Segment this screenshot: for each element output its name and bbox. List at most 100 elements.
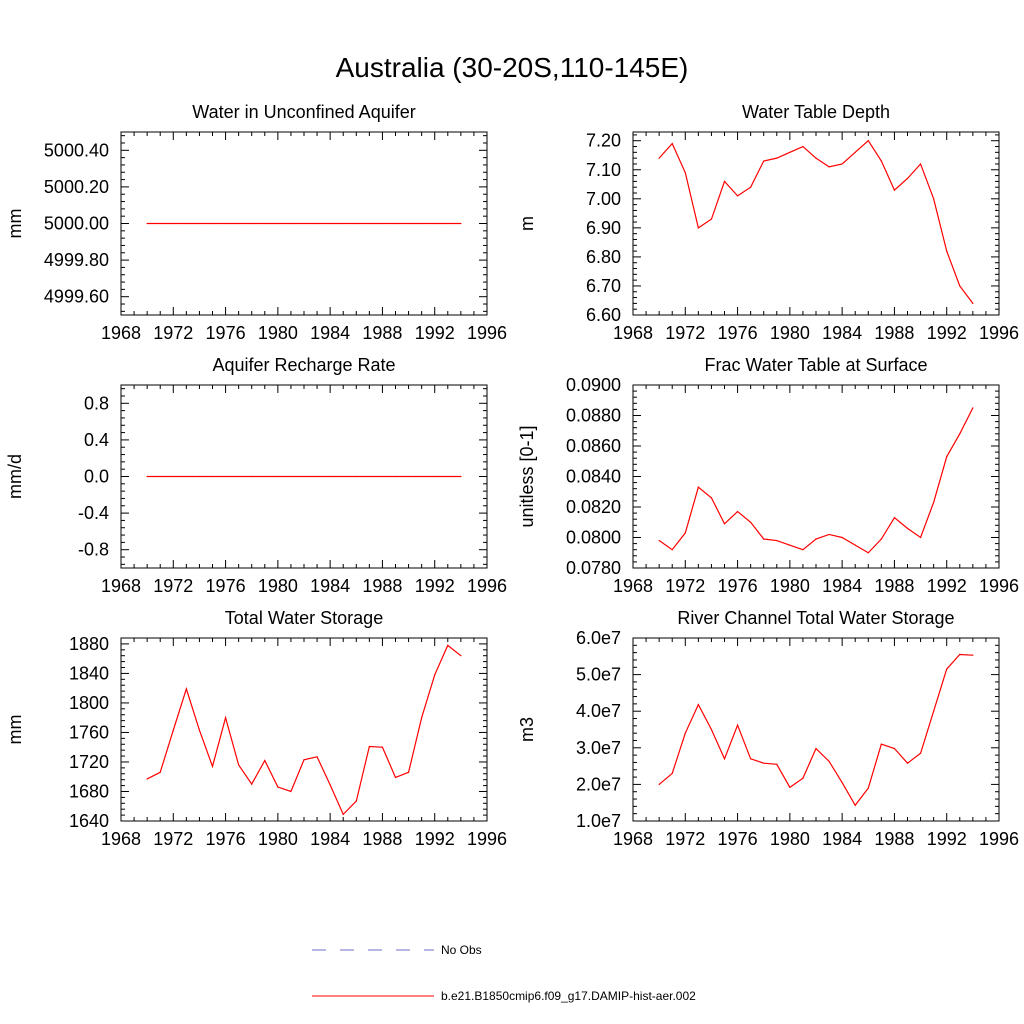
data-point bbox=[723, 180, 726, 182]
data-point bbox=[658, 157, 660, 159]
data-point bbox=[919, 163, 922, 165]
data-point bbox=[146, 222, 148, 225]
data-point bbox=[407, 771, 410, 773]
data-point bbox=[750, 758, 752, 760]
y-tick-label: 4999.80 bbox=[44, 250, 109, 270]
x-tick-label: 1984 bbox=[310, 323, 350, 343]
chart-panel-1: Water Table Depth m 1968 1972 1976 1980 1984 19… bbox=[517, 102, 1019, 343]
data-point bbox=[394, 776, 397, 779]
x-tick-label: 1980 bbox=[258, 829, 298, 849]
data-point bbox=[684, 732, 686, 734]
x-tick-label: 1976 bbox=[206, 323, 246, 343]
data-point bbox=[355, 800, 357, 802]
data-point bbox=[172, 729, 174, 731]
data-point bbox=[789, 544, 791, 546]
data-point bbox=[146, 778, 148, 780]
x-tick-label: 1996 bbox=[467, 829, 507, 849]
y-tick-label: 1800 bbox=[69, 693, 109, 713]
data-point bbox=[854, 544, 856, 546]
data-point bbox=[316, 756, 318, 758]
y-axis-label: unitless [0-1] bbox=[517, 425, 537, 527]
y-tick-label: 7.10 bbox=[586, 160, 621, 180]
data-point bbox=[710, 218, 713, 220]
data-point bbox=[684, 172, 686, 174]
data-point bbox=[802, 549, 804, 551]
data-point bbox=[264, 475, 266, 478]
data-point bbox=[316, 475, 318, 478]
data-point bbox=[198, 729, 201, 731]
y-tick-label: 5.0e7 bbox=[576, 665, 621, 685]
x-tick-label: 1976 bbox=[206, 576, 246, 596]
data-point bbox=[736, 510, 739, 513]
x-tick-label: 1980 bbox=[770, 323, 810, 343]
data-point bbox=[893, 517, 896, 519]
data-point bbox=[828, 760, 830, 762]
y-tick-label: 1840 bbox=[69, 663, 109, 683]
plot-frame bbox=[632, 131, 1000, 316]
x-tick-label: 1984 bbox=[822, 576, 862, 596]
chart-panel-0: Water in Unconfined Aquifer mm 1968 1972 197… bbox=[5, 102, 507, 343]
x-tick-label: 1980 bbox=[770, 829, 810, 849]
y-tick-label: 0.0840 bbox=[566, 467, 621, 487]
data-point bbox=[867, 552, 869, 554]
data-point bbox=[264, 759, 266, 762]
data-point bbox=[959, 653, 961, 656]
y-axis-label: mm/d bbox=[5, 454, 25, 499]
data-point bbox=[447, 644, 449, 646]
data-point bbox=[159, 222, 161, 225]
y-tick-label: 6.80 bbox=[586, 247, 621, 267]
plot-frame bbox=[632, 637, 1000, 822]
data-point bbox=[342, 222, 344, 225]
data-point bbox=[251, 783, 253, 785]
data-point bbox=[303, 759, 305, 761]
y-tick-label: 1880 bbox=[69, 634, 109, 654]
data-point bbox=[658, 539, 660, 542]
x-tick-label: 1992 bbox=[415, 829, 455, 849]
legend-label-no-obs: No Obs bbox=[441, 943, 482, 957]
data-point bbox=[303, 475, 305, 478]
x-tick-label: 1976 bbox=[718, 576, 758, 596]
data-point bbox=[710, 497, 713, 499]
y-axis-label: m bbox=[517, 216, 537, 231]
data-point bbox=[828, 533, 830, 536]
y-tick-label: 3.0e7 bbox=[576, 738, 621, 758]
data-point bbox=[381, 475, 384, 478]
data-point bbox=[277, 475, 279, 478]
data-point bbox=[172, 222, 174, 225]
data-point bbox=[671, 549, 673, 551]
data-point bbox=[368, 475, 370, 478]
x-tick-label: 1972 bbox=[153, 829, 193, 849]
y-tick-label: 0.4 bbox=[84, 430, 109, 450]
data-point bbox=[815, 157, 817, 159]
data-point bbox=[238, 764, 240, 766]
data-point bbox=[407, 222, 410, 225]
data-point bbox=[421, 222, 423, 225]
x-tick-label: 1968 bbox=[613, 576, 653, 596]
x-tick-label: 1992 bbox=[415, 576, 455, 596]
data-point bbox=[736, 195, 739, 197]
x-tick-label: 1968 bbox=[613, 829, 653, 849]
y-tick-label: 1720 bbox=[69, 752, 109, 772]
y-axis-label: mm bbox=[5, 715, 25, 745]
data-point bbox=[802, 145, 804, 148]
data-point bbox=[959, 433, 961, 435]
y-tick-label: 0.0900 bbox=[566, 375, 621, 395]
x-tick-label: 1984 bbox=[822, 323, 862, 343]
chart-panel-4: Total Water Storage mm 1968 1972 1976 1980 198… bbox=[5, 608, 507, 849]
legend: No Obs b.e21.B1850cmip6.f09_g17.DAMIP-hi… bbox=[312, 943, 696, 1003]
data-point bbox=[919, 752, 922, 754]
x-tick-label: 1996 bbox=[979, 323, 1019, 343]
data-point bbox=[802, 777, 804, 779]
data-point bbox=[316, 222, 318, 225]
y-tick-label: 1760 bbox=[69, 722, 109, 742]
x-tick-label: 1968 bbox=[101, 323, 141, 343]
y-tick-label: 6.70 bbox=[586, 276, 621, 296]
data-point bbox=[946, 250, 948, 252]
data-point bbox=[776, 157, 778, 159]
data-point bbox=[697, 486, 699, 488]
x-tick-label: 1988 bbox=[874, 576, 914, 596]
data-point bbox=[697, 704, 699, 706]
data-point bbox=[697, 227, 699, 229]
x-tick-label: 1984 bbox=[822, 829, 862, 849]
data-point bbox=[906, 762, 909, 764]
